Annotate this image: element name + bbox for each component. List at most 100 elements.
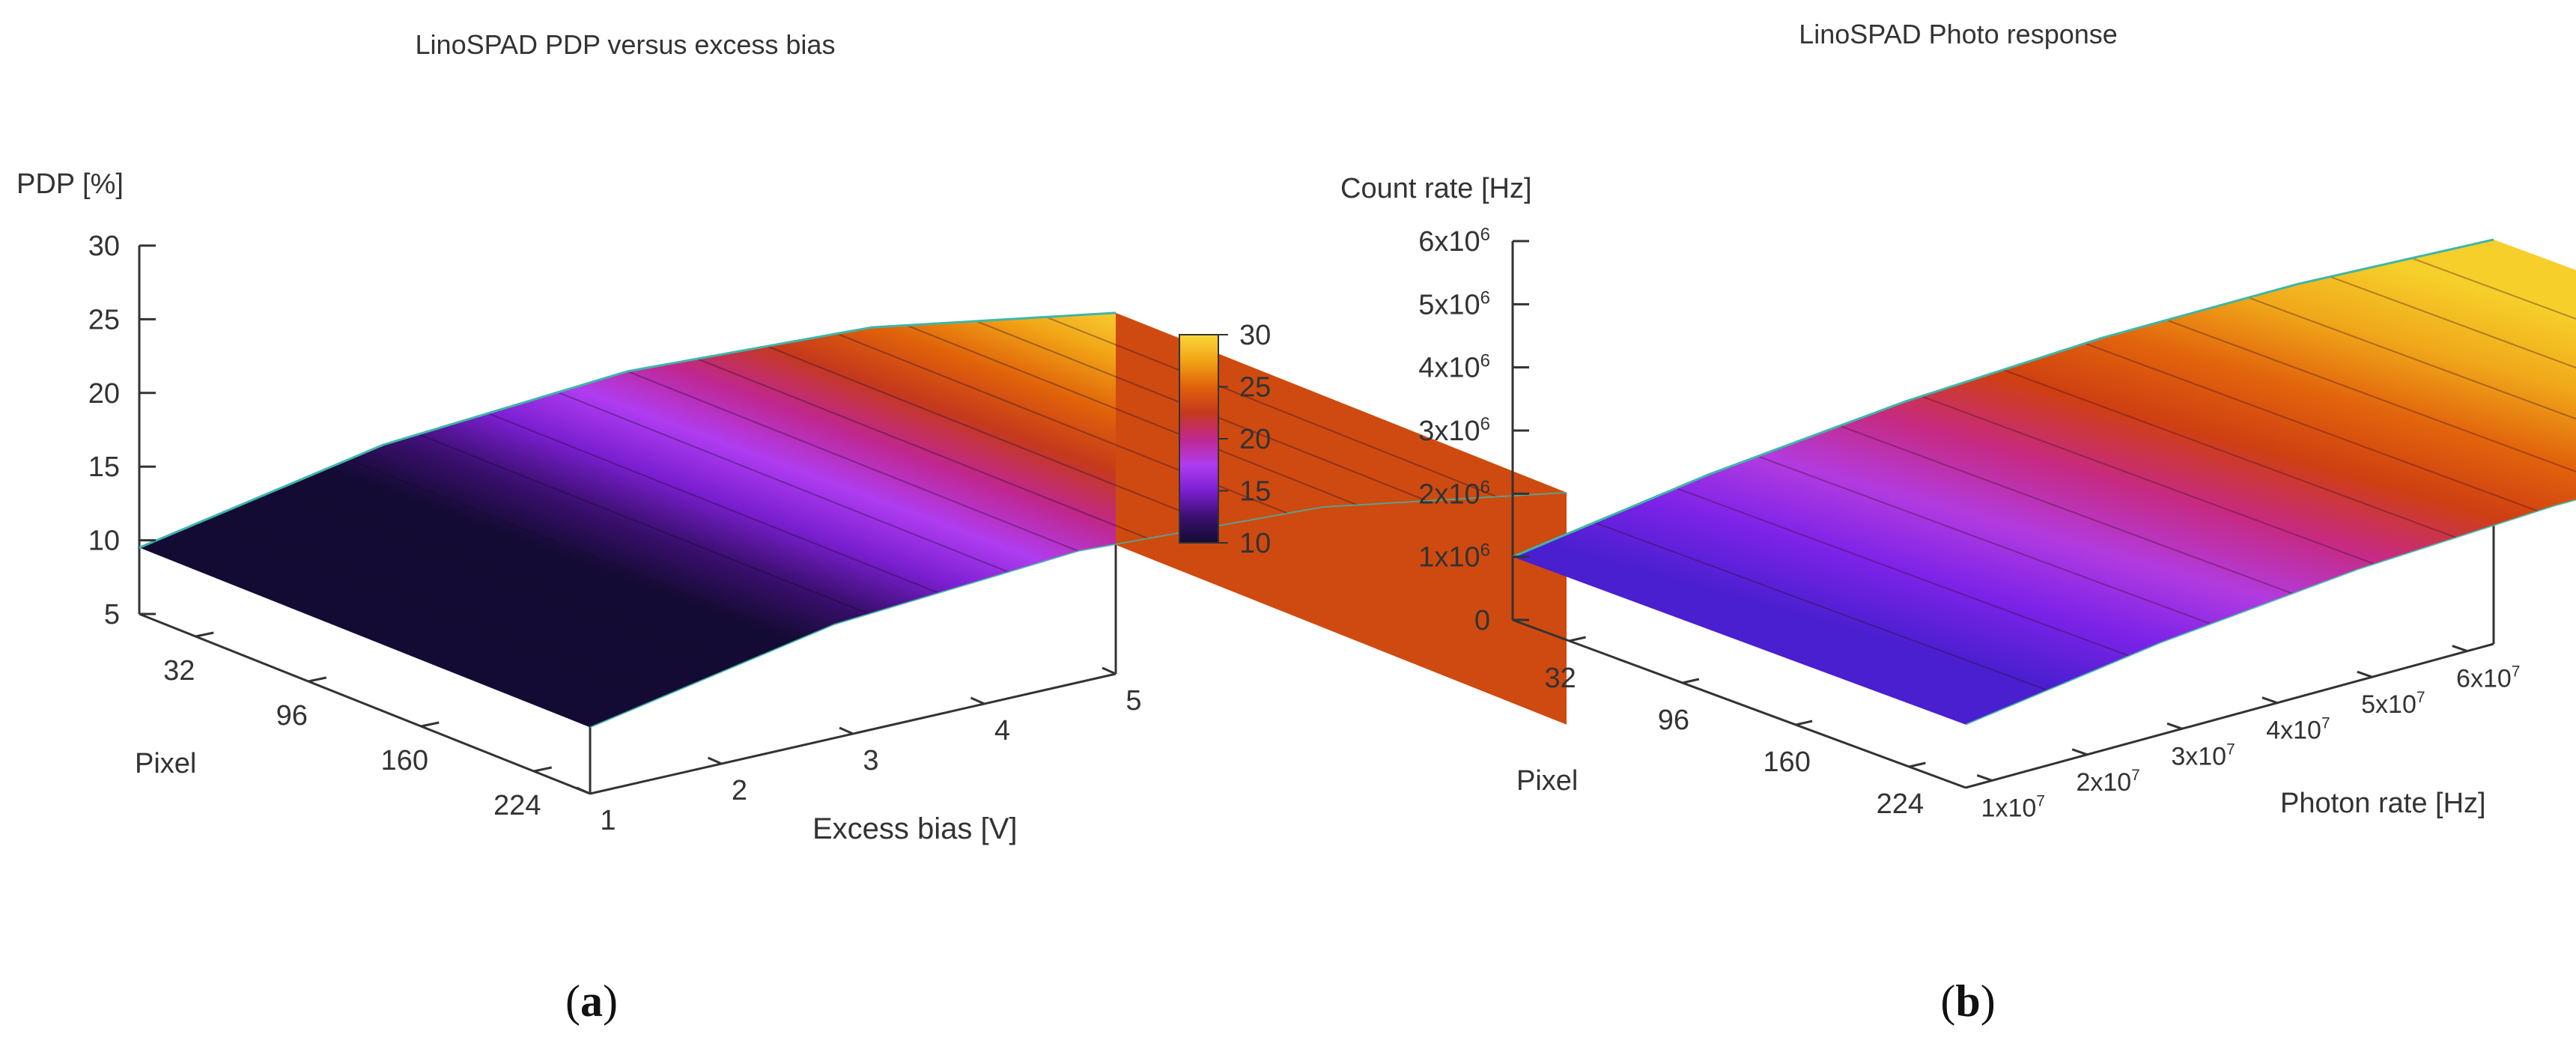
chart-b-pixel-tick-label: 32 [1544, 663, 1576, 694]
chart-a-bias-tick-label: 4 [994, 715, 1010, 746]
chart-b-photon-tick [2452, 645, 2468, 653]
chart-b-surface-streak [2002, 368, 2457, 538]
caption-a: (a) [565, 976, 618, 1026]
chart-b-ylabel: Pixel [1516, 765, 1578, 797]
chart-a-z-tick-label: 25 [88, 304, 120, 335]
chart-a-colorbar-tick-label: 10 [1239, 528, 1271, 559]
caption-a-letter: a [580, 976, 603, 1026]
chart-a-pixel-tick [308, 676, 327, 683]
chart-a-surface-front-edge [589, 491, 1567, 729]
chart-a-surface-streak [208, 517, 660, 699]
chart-a-colorbar-tick-label: 30 [1239, 320, 1271, 351]
chart-a-surface-streak [1045, 316, 1498, 498]
chart-b-surface-front-edge [1965, 499, 2576, 726]
chart-a-bias-tick-label: 3 [863, 745, 878, 776]
chart-a-ylabel: Pixel [135, 748, 196, 779]
chart-a-bias-tick-label: 1 [600, 805, 616, 836]
chart-a-surface [139, 311, 1567, 729]
chart-b-pixel-tick-label: 160 [1763, 746, 1810, 778]
chart-b-photon-tick [2261, 696, 2278, 705]
chart-b-surface-streak [2411, 257, 2576, 320]
chart-b-photon-tick-label: 4x107 [2266, 715, 2330, 745]
chart-a-pixel-tick [420, 721, 440, 728]
chart-a-colorbar-fill [1179, 334, 1219, 544]
chart-a-surface-back-edge [139, 311, 1117, 549]
chart-b-zlabel: Count rate [Hz] [1340, 173, 1532, 204]
chart-a-zlabel: PDP [%] [16, 168, 124, 200]
chart-b-pixel-tick [1795, 720, 1813, 726]
chart-a-surface-streak [418, 434, 869, 615]
chart-a-ticks: 5 10 15 20 25 30 32 96 160 224 1 2 3 4 5 [88, 231, 1142, 836]
chart-a-surface-streak [487, 413, 940, 594]
chart-b-z-tick-label: 0 [1474, 605, 1490, 636]
chart-a-bias-tick-label: 5 [1126, 685, 1141, 717]
chart-b-surface-fill [1513, 240, 2576, 725]
chart-a-pixel-tick [533, 766, 553, 773]
chart-b-photon-tick-label: 1x107 [1981, 792, 2045, 822]
chart-a-z-tick-label: 10 [88, 526, 120, 557]
chart-a-surface-streak [906, 324, 1358, 506]
chart-a-surface-streak [627, 370, 1079, 552]
chart-b-surface-streak [2084, 342, 2539, 512]
chart-b-photon-tick [2071, 748, 2088, 756]
caption-b-letter: b [1955, 976, 1980, 1026]
chart-a-bias-tick [576, 786, 591, 795]
chart-a-bias-tick [1102, 666, 1117, 675]
chart-b-pixel-axis-line [1512, 618, 1966, 789]
chart-b-photon-axis-line [1965, 642, 2494, 789]
chart-a-pixel-tick-label: 160 [381, 745, 428, 776]
chart-a-pixel-tick-label: 96 [276, 700, 308, 732]
chart-a-surface-streak [696, 358, 1149, 540]
chart-a-z-tick-label: 30 [88, 231, 120, 262]
chart-b-surface [1512, 238, 2576, 726]
chart-a-xlabel: Excess bias [V] [812, 812, 1017, 845]
chart-b-photon-tick [2357, 670, 2373, 678]
chart-a-pixel-tick [195, 631, 214, 638]
chart-b-z-tick-label: 3x106 [1418, 414, 1490, 447]
chart-b-photon-tick-label: 2x107 [2076, 767, 2139, 797]
chart-b-photon-tick [1976, 773, 1993, 782]
chart-b-z-tick-label: 2x106 [1418, 477, 1490, 510]
chart-b-z-tick-label: 6x106 [1418, 225, 1490, 258]
chart-a-colorbar-tick-label: 25 [1239, 372, 1271, 404]
chart-b-pixel-tick [1909, 761, 1926, 768]
chart-b-pixel-tick [1682, 678, 1700, 684]
chart-a-z-tick-label: 15 [88, 451, 120, 483]
chart-a-bias-tick [839, 726, 854, 735]
chart-b-surface-streak [2330, 276, 2576, 369]
chart-a-colorbar-tick-label: 15 [1239, 476, 1271, 508]
chart-a-surface-streak [278, 487, 730, 669]
chart-a-colorbar: 10 15 20 25 30 [1179, 320, 1271, 559]
chart-b-photon-tick-label: 3x107 [2171, 741, 2235, 770]
chart-a-title: LinoSPAD PDP versus excess bias [416, 29, 836, 60]
chart-b-surface-streak [1594, 521, 2048, 691]
chart-b-surface-streak [2166, 319, 2576, 472]
chart-a-pixel-tick-label: 224 [493, 790, 541, 821]
chart-b-pixel-tick-label: 96 [1658, 705, 1689, 736]
chart-a-bias-tick-label: 2 [732, 775, 747, 806]
chart-b-pixel-tick [1569, 636, 1586, 642]
chart-b-surface-streak [2248, 297, 2576, 420]
chart-b-ticks: 0 1x106 2x106 3x106 4x106 5x106 6x106 32 96 160 22… [1418, 225, 2520, 822]
chart-b-z-tick-label: 1x106 [1418, 541, 1490, 574]
chart-a-colorbar-tick-label: 20 [1239, 424, 1271, 455]
chart-b-z-tick-label: 5x106 [1418, 288, 1490, 320]
chart-b-z-tick-label: 4x106 [1418, 351, 1490, 384]
chart-b-pixel-tick-label: 224 [1877, 788, 1924, 820]
chart-a-surface-streak [766, 345, 1218, 527]
chart-b-photon-tick-label: 6x107 [2456, 663, 2520, 693]
chart-a-surface-streak [348, 458, 800, 640]
chart-a-z-tick-label: 20 [88, 378, 120, 410]
chart-b-photon-tick [2166, 722, 2183, 730]
chart-a-pixel-axis-line [139, 612, 591, 795]
chart-a-surface-streak [557, 392, 1009, 573]
chart-b-surface-streak [1758, 455, 2211, 625]
chart-a-z-tick-label: 5 [104, 599, 120, 630]
chart-a-surface-end-face [1116, 312, 1567, 725]
caption-b: (b) [1940, 976, 1995, 1026]
chart-b-surface-streak [1675, 487, 2130, 657]
chart-a-pixel-tick-label: 32 [163, 655, 195, 687]
chart-panel-a: LinoSPAD PDP versus excess bias 51015202… [16, 29, 1567, 1026]
chart-b-photon-tick-label: 5x107 [2361, 689, 2425, 719]
